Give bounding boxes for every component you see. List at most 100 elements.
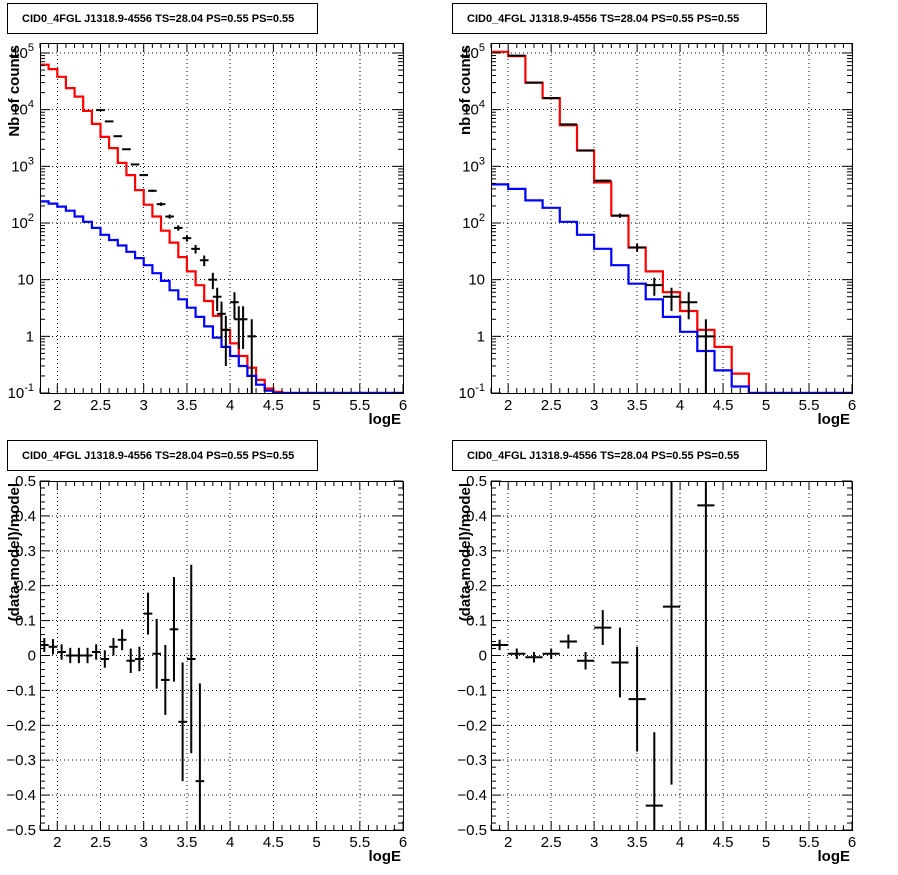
- data-point: [238, 306, 248, 349]
- data-point: [628, 243, 646, 252]
- y-tick-label: 1: [26, 328, 34, 345]
- y-tick-label: 0: [479, 648, 487, 665]
- data-point: [645, 277, 663, 296]
- x-tick-label: 4: [226, 834, 234, 851]
- data-point: [109, 638, 118, 656]
- data-point: [191, 244, 200, 254]
- y-tick-label: 10: [468, 272, 485, 289]
- data-point: [594, 610, 612, 646]
- y-tick-label: −0.5: [457, 822, 487, 839]
- x-tick-label: 6: [399, 834, 407, 851]
- data-point: [169, 576, 179, 682]
- data-point: [130, 163, 140, 166]
- data-point: [525, 652, 543, 663]
- data-point: [559, 634, 577, 649]
- chart-title: CID0_4FGL J1318.9-4556 TS=28.04 PS=0.55 …: [467, 13, 739, 25]
- data-point: [208, 272, 218, 290]
- x-tick-label: 5: [762, 397, 770, 414]
- y-tick-label: −0.4: [457, 787, 487, 804]
- x-tick-label: 2: [504, 397, 512, 414]
- x-tick-label: 3: [590, 834, 598, 851]
- x-tick-label: 4.5: [713, 834, 734, 851]
- x-tick-label: 4.5: [263, 397, 284, 414]
- x-tick-label: 3.5: [627, 397, 648, 414]
- data-point: [576, 652, 595, 670]
- title-box: [7, 440, 318, 471]
- data-point: [195, 683, 205, 830]
- data-point: [74, 647, 84, 664]
- y-tick-label: 0.4: [15, 508, 36, 525]
- plot-area: [491, 481, 715, 830]
- data-point: [212, 287, 222, 311]
- x-tick-label: 2.5: [541, 397, 562, 414]
- y-tick-label: 105: [462, 42, 485, 62]
- y-tick-label: 0.1: [15, 613, 36, 630]
- data-point: [199, 255, 209, 267]
- y-tick-label: 0.1: [466, 613, 487, 630]
- y-tick-label: −0.3: [6, 752, 36, 769]
- x-tick-label: 6: [399, 397, 407, 414]
- y-tick-label: −0.2: [457, 717, 487, 734]
- x-tick-label: 2: [504, 834, 512, 851]
- y-axis-label: (data-model)/model: [457, 483, 474, 621]
- x-tick-label: 2.5: [541, 834, 562, 851]
- data-point: [83, 647, 92, 664]
- data-point: [559, 123, 577, 126]
- data-point: [611, 213, 629, 218]
- y-tick-label: 0.3: [15, 543, 36, 560]
- data-point: [697, 481, 715, 830]
- y-tick-label: −0.4: [6, 787, 36, 804]
- y-tick-label: 0.2: [15, 578, 36, 595]
- data-point: [508, 648, 526, 659]
- x-tick-label: 3.5: [176, 834, 197, 851]
- data-point: [135, 646, 144, 672]
- data-point: [143, 592, 153, 635]
- x-tick-label: 4: [226, 397, 234, 414]
- y-tick-label: 10-1: [459, 382, 485, 402]
- data-point: [165, 214, 174, 219]
- plot-area: [491, 50, 852, 393]
- x-tick-label: 4.5: [263, 834, 284, 851]
- data-point: [594, 179, 612, 182]
- data-point: [100, 650, 110, 668]
- y-tick-label: 1: [477, 328, 485, 345]
- data-point: [645, 732, 663, 830]
- data-point: [113, 135, 123, 138]
- x-tick-label: 3: [140, 834, 148, 851]
- chart-bottom-left: CID0_4FGL J1318.9-4556 TS=28.04 PS=0.55 …: [6, 440, 407, 865]
- data-point: [122, 148, 131, 151]
- data-point: [697, 319, 715, 393]
- x-tick-label: 5.5: [799, 834, 820, 851]
- data-point: [247, 319, 257, 393]
- data-point: [96, 109, 105, 112]
- x-tick-label: 6: [848, 834, 856, 851]
- x-tick-label: 5: [312, 397, 320, 414]
- blue-model-histogram: [40, 200, 403, 393]
- data-point: [57, 644, 66, 660]
- y-tick-label: 0.3: [466, 543, 487, 560]
- data-point: [662, 481, 681, 785]
- y-tick-label: −0.1: [6, 682, 36, 699]
- y-tick-label: 104: [462, 99, 485, 119]
- y-tick-label: 0.5: [466, 473, 487, 490]
- data-point: [178, 662, 187, 782]
- y-axis-label: (data-model)/model: [6, 483, 23, 621]
- data-point: [104, 120, 114, 123]
- title-box: [7, 3, 318, 34]
- x-tick-label: 3.5: [627, 834, 648, 851]
- data-point: [126, 648, 136, 673]
- x-tick-label: 5.5: [799, 397, 820, 414]
- data-point: [156, 202, 166, 206]
- x-axis-label: logE: [369, 411, 402, 428]
- x-tick-label: 3.5: [176, 397, 197, 414]
- x-tick-label: 2: [53, 834, 61, 851]
- y-tick-label: −0.1: [457, 682, 487, 699]
- data-point: [152, 618, 161, 689]
- data-point: [576, 149, 595, 152]
- y-tick-label: 103: [462, 155, 485, 175]
- x-axis-label: logE: [818, 848, 851, 865]
- chart-title: CID0_4FGL J1318.9-4556 TS=28.04 PS=0.55 …: [22, 450, 294, 462]
- y-tick-label: 104: [11, 99, 34, 119]
- y-axis-label: Nb of counts: [6, 45, 23, 137]
- data-point: [542, 648, 560, 659]
